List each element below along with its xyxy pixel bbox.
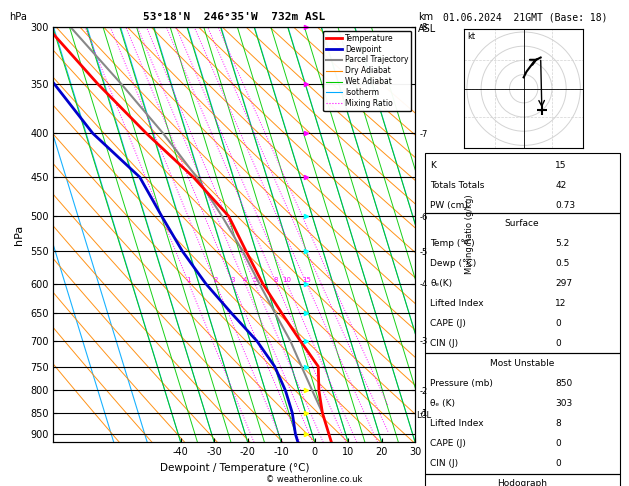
Text: 0: 0 (555, 319, 561, 328)
Bar (425, 474, 620, 486)
Text: CIN (J): CIN (J) (430, 459, 459, 468)
Text: 297: 297 (555, 279, 572, 288)
Text: 0.73: 0.73 (555, 201, 576, 209)
Text: 12: 12 (555, 299, 567, 308)
Text: hPa: hPa (9, 12, 27, 22)
Text: PW (cm): PW (cm) (430, 201, 469, 209)
Text: θₑ (K): θₑ (K) (430, 399, 455, 408)
Text: Totals Totals: Totals Totals (430, 181, 485, 190)
Text: 0: 0 (555, 439, 561, 448)
Text: © weatheronline.co.uk: © weatheronline.co.uk (266, 474, 363, 484)
Text: 8: 8 (555, 419, 561, 428)
Text: 4: 4 (242, 277, 247, 282)
Text: θₑ(K): θₑ(K) (430, 279, 452, 288)
Text: 42: 42 (555, 181, 567, 190)
Text: kt: kt (467, 32, 475, 41)
Text: 0: 0 (555, 459, 561, 468)
Text: Pressure (mb): Pressure (mb) (430, 379, 493, 388)
Text: 3: 3 (230, 277, 235, 282)
Text: 01.06.2024  21GMT (Base: 18): 01.06.2024 21GMT (Base: 18) (443, 12, 608, 22)
Bar (425, 353, 620, 474)
Text: 15: 15 (302, 277, 311, 282)
Text: 53°18'N  246°35'W  732m ASL: 53°18'N 246°35'W 732m ASL (143, 12, 325, 22)
Text: 1: 1 (186, 277, 191, 282)
Text: 2: 2 (213, 277, 218, 282)
Text: 15: 15 (555, 160, 567, 170)
Text: 0: 0 (555, 339, 561, 348)
Text: Surface: Surface (504, 219, 540, 228)
Text: km
ASL: km ASL (418, 12, 437, 34)
Text: 303: 303 (555, 399, 572, 408)
Text: Temp (°C): Temp (°C) (430, 239, 475, 248)
Text: 850: 850 (555, 379, 572, 388)
Legend: Temperature, Dewpoint, Parcel Trajectory, Dry Adiabat, Wet Adiabat, Isotherm, Mi: Temperature, Dewpoint, Parcel Trajectory… (323, 31, 411, 111)
Text: LCL: LCL (416, 411, 431, 419)
Text: K: K (430, 160, 437, 170)
Text: CAPE (J): CAPE (J) (430, 439, 466, 448)
Text: CIN (J): CIN (J) (430, 339, 459, 348)
Bar (425, 213, 620, 353)
Text: Most Unstable: Most Unstable (490, 359, 554, 368)
Text: Mixing Ratio (g/kg): Mixing Ratio (g/kg) (465, 195, 474, 274)
Text: Lifted Index: Lifted Index (430, 299, 484, 308)
Text: 5.2: 5.2 (555, 239, 569, 248)
Y-axis label: hPa: hPa (14, 225, 25, 244)
X-axis label: Dewpoint / Temperature (°C): Dewpoint / Temperature (°C) (160, 463, 309, 473)
Text: Dewp (°C): Dewp (°C) (430, 259, 477, 268)
Bar (425, 153, 620, 213)
Text: CAPE (J): CAPE (J) (430, 319, 466, 328)
Text: Hodograph: Hodograph (497, 479, 547, 486)
Text: Lifted Index: Lifted Index (430, 419, 484, 428)
Text: 8: 8 (274, 277, 278, 282)
Text: 10: 10 (282, 277, 291, 282)
Text: 0.5: 0.5 (555, 259, 570, 268)
Text: 5: 5 (252, 277, 257, 282)
